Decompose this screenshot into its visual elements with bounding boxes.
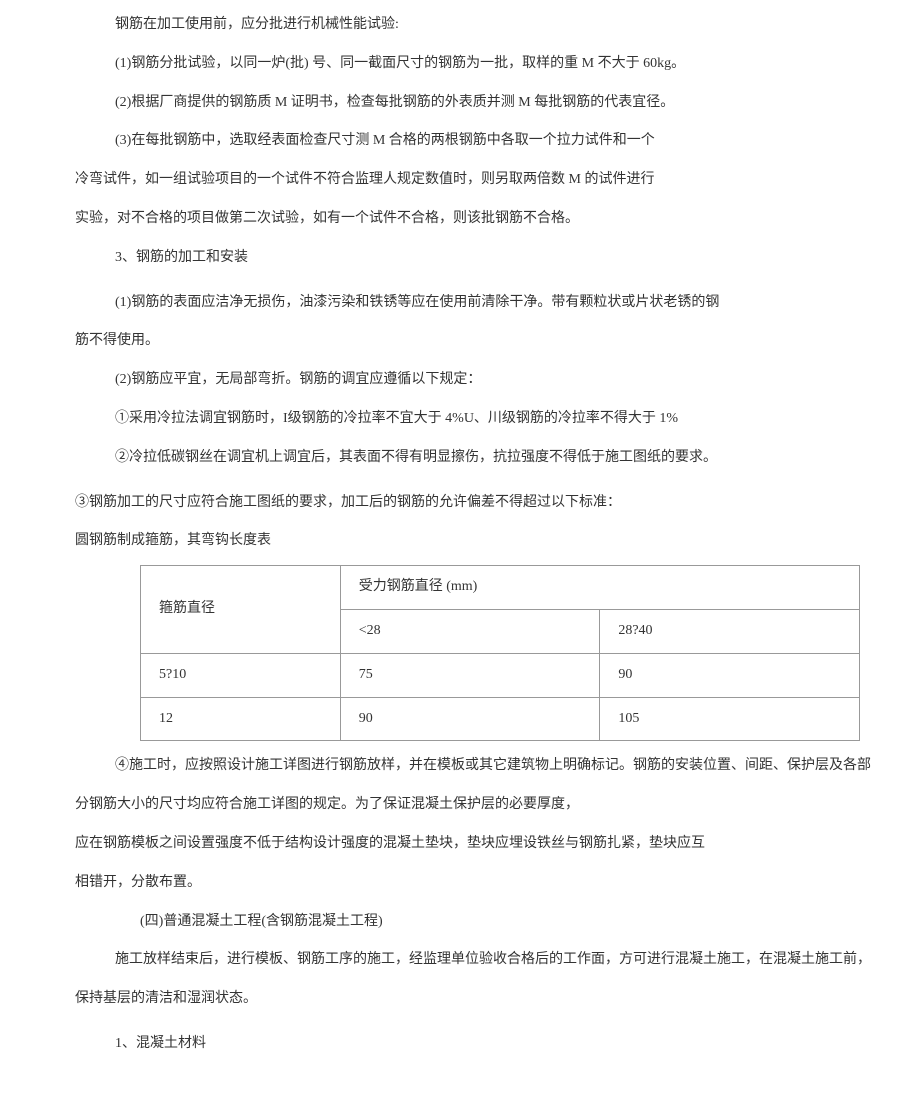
paragraph: (1)钢筋分批试验，以同一炉(批) 号、同一截面尺寸的钢筋为一批，取样的重 M … [40, 49, 880, 80]
paragraph: ④施工时，应按照设计施工详图进行钢筋放样，并在模板或其它建筑物上明确标记。钢筋的… [40, 751, 880, 782]
table-cell: 5?10 [141, 653, 341, 697]
table-header: 箍筋直径 [141, 566, 341, 654]
paragraph: ①采用冷拉法调宜钢筋时，I级钢筋的冷拉率不宜大于 4%U、川级钢筋的冷拉率不得大… [40, 404, 880, 435]
paragraph: 筋不得使用。 [40, 326, 880, 357]
paragraph: 实验，对不合格的项目做第二次试验，如有一个试件不合格，则该批钢筋不合格。 [40, 204, 880, 235]
paragraph: ③钢筋加工的尺寸应符合施工图纸的要求，加工后的钢筋的允许偏差不得超过以下标准： [40, 488, 880, 519]
paragraph: 施工放样结束后，进行模板、钢筋工序的施工，经监理单位验收合格后的工作面，方可进行… [40, 945, 880, 976]
section-heading: 3、钢筋的加工和安装 [40, 243, 880, 274]
table-row: 12 90 105 [141, 697, 860, 741]
paragraph: 钢筋在加工使用前，应分批进行机械性能试验: [40, 10, 880, 41]
paragraph: ②冷拉低碳钢丝在调宜机上调宜后，其表面不得有明显擦伤，抗拉强度不得低于施工图纸的… [40, 443, 880, 474]
hook-length-table: 箍筋直径 受力钢筋直径 (mm) <28 28?40 5?10 75 90 12… [140, 565, 860, 741]
paragraph: (1)钢筋的表面应洁净无损伤，油漆污染和铁锈等应在使用前清除干净。带有颗粒状或片… [40, 288, 880, 319]
table-cell: 28?40 [600, 609, 860, 653]
paragraph: 保持基层的清洁和湿润状态。 [40, 984, 880, 1015]
paragraph: (3)在每批钢筋中，选取经表面检查尺寸测 M 合格的两根钢筋中各取一个拉力试件和… [40, 126, 880, 157]
paragraph: 分钢筋大小的尺寸均应符合施工详图的规定。为了保证混凝土保护层的必要厚度， [40, 790, 880, 821]
table-cell: 75 [340, 653, 600, 697]
section-heading: (四)普通混凝土工程(含钢筋混凝土工程) [40, 907, 880, 938]
section-heading: 1、混凝土材料 [40, 1029, 880, 1060]
table-cell: 90 [340, 697, 600, 741]
table-cell: <28 [340, 609, 600, 653]
paragraph: (2)根据厂商提供的钢筋质 M 证明书，检查每批钢筋的外表质并测 M 每批钢筋的… [40, 88, 880, 119]
paragraph: 应在钢筋模板之间设置强度不低于结构设计强度的混凝土垫块，垫块应埋设铁丝与钢筋扎紧… [40, 829, 880, 860]
table-row: 箍筋直径 受力钢筋直径 (mm) [141, 566, 860, 610]
paragraph: 圆钢筋制成箍筋，其弯钩长度表 [40, 526, 880, 557]
paragraph: 冷弯试件，如一组试验项目的一个试件不符合监理人规定数值时，则另取两倍数 M 的试… [40, 165, 880, 196]
table-cell: 90 [600, 653, 860, 697]
table-row: 5?10 75 90 [141, 653, 860, 697]
table-header: 受力钢筋直径 (mm) [340, 566, 859, 610]
table-cell: 105 [600, 697, 860, 741]
paragraph: 相错开，分散布置。 [40, 868, 880, 899]
table-cell: 12 [141, 697, 341, 741]
paragraph: (2)钢筋应平宜，无局部弯折。钢筋的调宜应遵循以下规定： [40, 365, 880, 396]
